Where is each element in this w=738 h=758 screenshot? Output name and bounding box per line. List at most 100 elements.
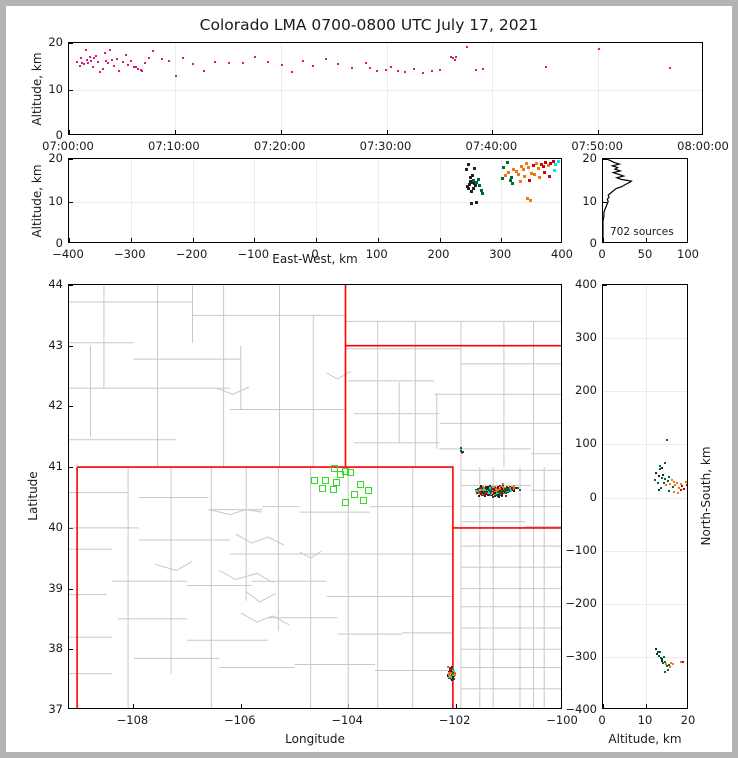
lightning-source-point	[511, 181, 515, 185]
axis-tick	[175, 130, 176, 134]
xtick-longitude--100: −100	[546, 713, 578, 727]
gridline-ns-300	[603, 338, 687, 339]
lightning-source-point	[664, 663, 667, 666]
lightning-source-point	[213, 61, 216, 64]
xtick-time-2: 07:20:00	[253, 139, 306, 153]
lightning-source-point	[81, 61, 84, 64]
lightning-source-point	[549, 161, 553, 165]
panel-northsouth-altitude[interactable]	[602, 284, 688, 709]
lightning-source-point	[93, 57, 96, 60]
lightning-source-point	[312, 65, 315, 68]
lightning-source-point	[115, 57, 118, 60]
panel-time-altitude[interactable]	[68, 42, 703, 135]
lightning-source-point	[430, 70, 433, 73]
lightning-source-point	[500, 489, 503, 492]
lightning-source-point	[672, 491, 675, 494]
lightning-source-point	[667, 664, 670, 667]
lightning-source-point	[680, 489, 683, 491]
lightning-source-point	[473, 166, 477, 170]
axis-tick	[281, 130, 282, 134]
lightning-source-point	[509, 486, 512, 489]
xtick-longitude--104: −104	[331, 713, 363, 727]
lightning-source-point	[682, 487, 685, 490]
lightning-source-point	[499, 488, 502, 491]
lightning-source-point	[143, 61, 146, 64]
lightning-source-point	[111, 58, 114, 61]
lightning-source-point	[667, 490, 670, 493]
lightning-source-point	[105, 60, 108, 63]
lightning-source-point	[524, 162, 528, 166]
lightning-source-point	[79, 56, 82, 59]
axis-tick	[603, 704, 604, 708]
lma-station-marker	[359, 497, 367, 505]
lightning-source-point	[475, 491, 478, 494]
lightning-source-point	[667, 668, 670, 671]
lightning-source-point	[141, 70, 144, 73]
county-irregular-7	[216, 386, 250, 395]
lightning-source-point	[507, 491, 510, 494]
lightning-source-point	[490, 492, 493, 495]
ytick-time-altitude-10: 10	[48, 81, 63, 96]
ytick-time-altitude-20: 20	[48, 35, 63, 49]
axis-tick	[69, 238, 70, 242]
lightning-source-point	[681, 484, 684, 487]
lightning-source-point	[227, 62, 230, 65]
lightning-source-point	[181, 57, 184, 60]
lightning-source-point	[667, 476, 670, 479]
axis-tick	[387, 130, 388, 134]
lightning-source-point	[551, 160, 555, 164]
lightning-source-point	[509, 490, 512, 493]
lightning-source-point	[483, 492, 486, 495]
gridline-ew-100	[378, 159, 379, 242]
lightning-source-point	[542, 165, 545, 169]
lightning-source-point	[513, 484, 516, 487]
county-irregular-1	[235, 533, 285, 546]
lma-station-marker	[322, 477, 330, 484]
lightning-source-point	[679, 483, 682, 486]
lightning-source-point	[533, 172, 537, 176]
axis-tick	[241, 704, 242, 708]
lightning-source-point	[483, 494, 486, 497]
lightning-source-point	[500, 493, 503, 496]
lightning-source-point	[658, 464, 661, 467]
lightning-source-point	[674, 484, 677, 487]
lightning-source-point	[506, 486, 509, 489]
lightning-source-point	[450, 677, 453, 680]
panel-eastwest-altitude[interactable]	[68, 158, 562, 243]
lightning-source-point	[504, 174, 508, 178]
lightning-source-point	[76, 60, 79, 63]
ytick-latitude-44: 44	[48, 277, 63, 291]
axis-tick	[69, 528, 73, 529]
lightning-source-point	[151, 49, 154, 52]
panel-eastwest-altitude-ylabel: Altitude, km	[30, 164, 44, 238]
lightning-source-point	[203, 69, 206, 72]
lightning-source-point	[499, 484, 502, 487]
lightning-source-point	[291, 70, 294, 73]
lightning-source-point	[139, 69, 142, 72]
panel-map[interactable]	[68, 284, 562, 709]
lightning-source-point	[507, 171, 511, 175]
lightning-source-point	[490, 490, 493, 493]
xtick-hist-0: 0	[598, 247, 606, 261]
lightning-source-point	[476, 177, 480, 181]
lightning-source-point	[482, 485, 485, 488]
lightning-source-point	[351, 66, 354, 69]
lightning-source-point	[470, 201, 474, 205]
lightning-source-point	[545, 66, 548, 69]
ytick-northsouth--100: −100	[565, 542, 597, 557]
lightning-source-point	[404, 70, 407, 73]
lightning-source-point	[109, 49, 112, 52]
panel-altitude-histogram[interactable]	[602, 158, 688, 243]
lightning-source-point	[656, 652, 659, 655]
ytick-hist-altitude-0: 0	[589, 236, 597, 250]
ytick-ew-altitude-20: 20	[48, 151, 63, 165]
lightning-source-point	[666, 665, 669, 668]
lightning-source-point	[467, 162, 471, 166]
lightning-source-point	[512, 167, 516, 171]
xtick-time-0: 07:00:00	[42, 139, 94, 153]
lightning-source-point	[90, 59, 93, 62]
lightning-source-point	[481, 487, 484, 490]
lightning-source-point	[657, 650, 660, 653]
ytick-northsouth--300: −300	[565, 648, 597, 663]
lightning-source-point	[480, 491, 483, 494]
